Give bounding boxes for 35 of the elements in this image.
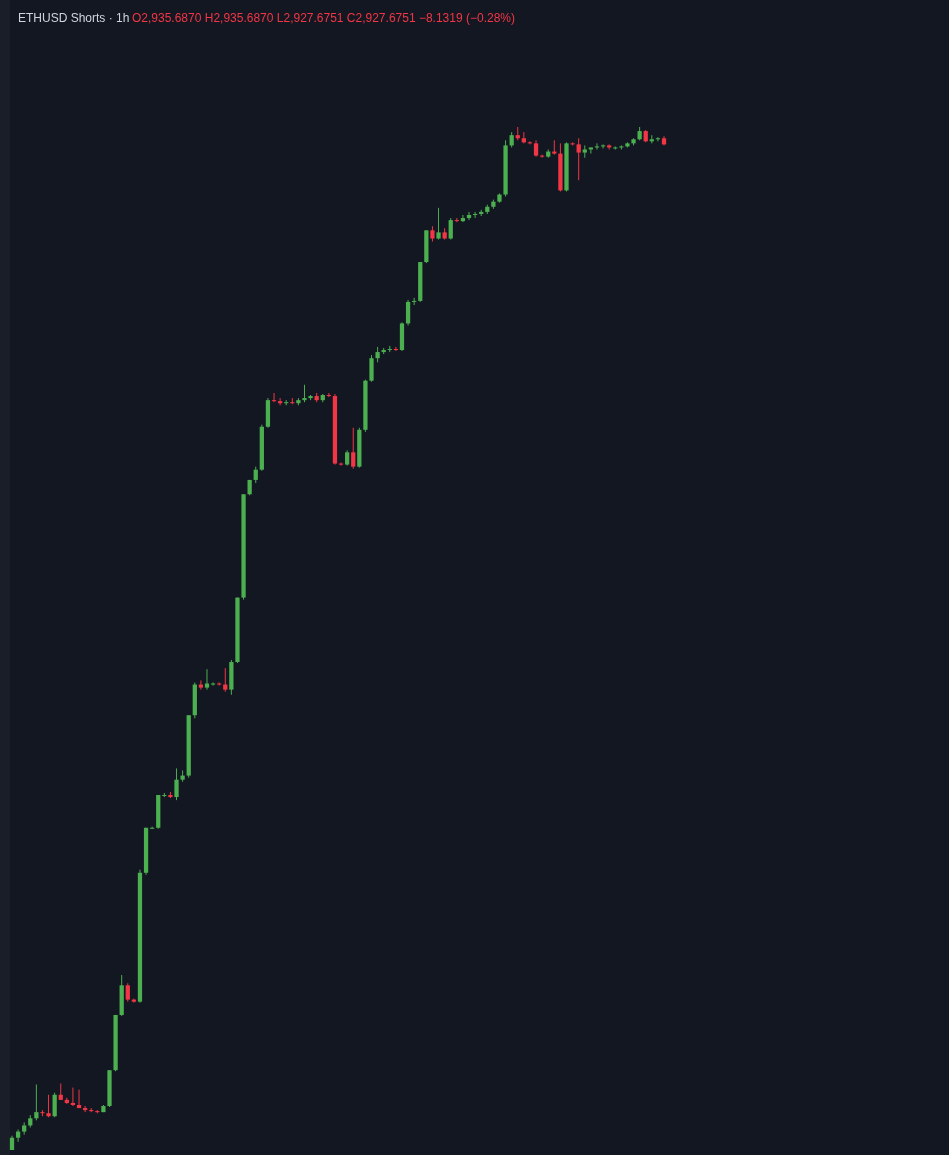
candlestick	[15, 1129, 21, 1143]
candlestick	[655, 136, 661, 142]
candlestick	[223, 667, 228, 693]
chart-subtitle: O2,935.6870 H2,935.6870 L2,927.6751 C2,927.6751 −8.1319 (−0.28%)	[132, 11, 515, 25]
candlestick	[393, 346, 399, 352]
candlestick	[52, 1092, 57, 1118]
candlestick	[594, 142, 600, 151]
candlestick	[619, 144, 624, 151]
candlestick	[210, 681, 216, 687]
candlestick	[338, 462, 344, 467]
candlestick	[351, 427, 356, 470]
candlestick	[174, 767, 179, 801]
candlestick	[271, 392, 277, 403]
candlestick	[460, 214, 466, 223]
candlestick	[125, 982, 130, 1003]
candlestick	[405, 299, 411, 326]
candlestick	[588, 146, 594, 155]
candlestick	[521, 131, 526, 144]
candlestick	[576, 137, 581, 181]
candlestick	[600, 143, 606, 149]
candlestick	[326, 392, 331, 398]
candlestick	[448, 217, 453, 241]
candlestick	[46, 1094, 51, 1118]
candlestick	[198, 679, 204, 691]
candlestick	[466, 211, 472, 221]
candlestick	[204, 668, 210, 691]
chart-title: ETHUSD Shorts · 1h	[18, 11, 130, 25]
candlestick	[527, 140, 533, 145]
candlestick	[150, 826, 155, 830]
candlestick	[436, 207, 441, 241]
candlestick	[34, 1084, 39, 1121]
candlestick	[217, 681, 222, 687]
candlestick	[472, 211, 478, 219]
candlestick	[369, 354, 374, 383]
candlestick	[613, 145, 618, 151]
